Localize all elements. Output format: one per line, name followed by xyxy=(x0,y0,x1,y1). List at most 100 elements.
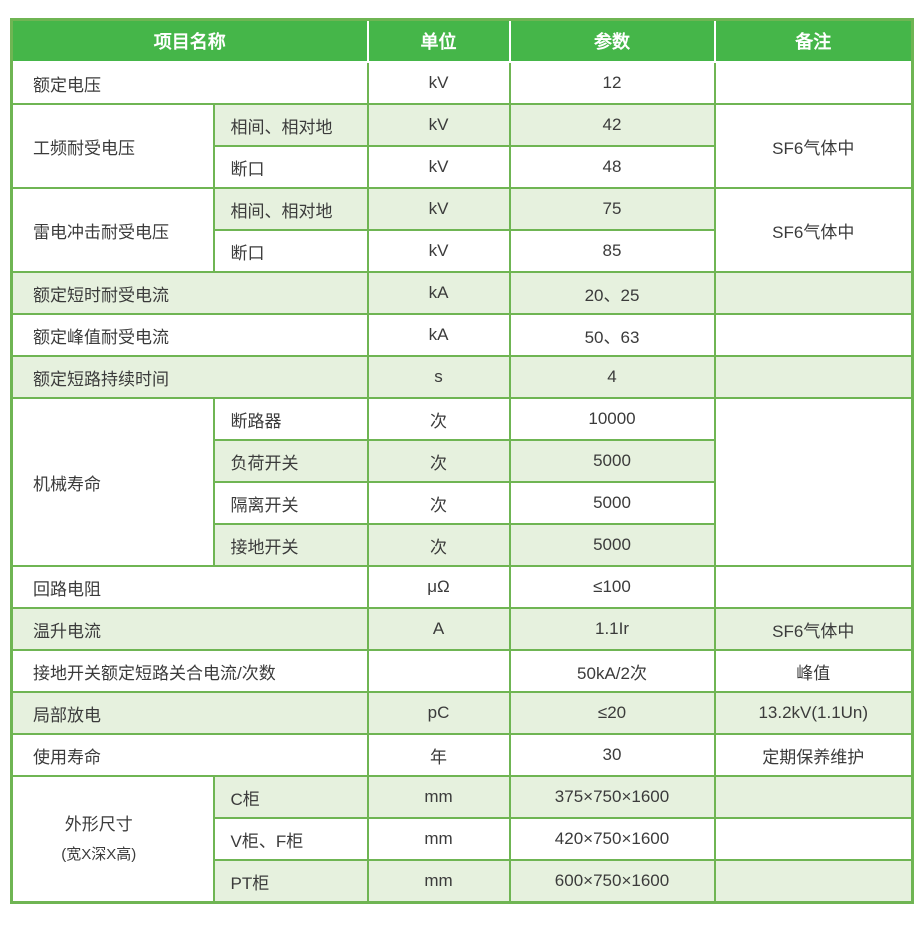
cell-remark: 13.2kV(1.1Un) xyxy=(713,691,914,735)
cell-item: 额定峰值耐受电流 xyxy=(10,313,369,357)
cell-sub: V柜、F柜 xyxy=(212,817,369,861)
table-row: 外形尺寸 (宽X深X高) C柜 mm 375×750×1600 xyxy=(10,775,914,904)
cell-unit: kV xyxy=(366,61,511,105)
cell-unit: 次 xyxy=(366,523,511,567)
cell-remark xyxy=(713,817,914,861)
cell-remark xyxy=(713,859,914,904)
cell-param: 420×750×1600 xyxy=(508,817,716,861)
cell-param: 600×750×1600 xyxy=(508,859,716,904)
table-row: 额定短时耐受电流 kA 20、25 xyxy=(10,271,914,315)
cell-param: 50kA/2次 xyxy=(508,649,716,693)
cell-remark: 定期保养维护 xyxy=(713,733,914,777)
cell-param: 30 xyxy=(508,733,716,777)
table-row: 使用寿命年 30 定期保养维护 xyxy=(10,733,914,777)
table-row: PT柜 mm 600×750×1600 xyxy=(12,859,914,904)
cell-unit: kV xyxy=(366,229,511,273)
cell-item: 额定电压 xyxy=(10,61,369,105)
cell-item: 雷电冲击耐受电压 xyxy=(10,187,215,273)
table-row: V柜、F柜 mm 420×750×1600 xyxy=(12,817,914,861)
table-row: 接地开关额定短路关合电流/次数 50kA/2次 峰值 xyxy=(10,649,914,693)
cell-unit xyxy=(366,649,511,693)
cell-remark xyxy=(713,271,914,315)
cell-item: 工频耐受电压 xyxy=(10,103,215,189)
cell-param: 1.1Ir xyxy=(508,607,716,651)
table-row: 工频耐受电压 相间、相对地 kV 42 SF6气体中 xyxy=(10,103,914,189)
cell-unit: mm xyxy=(366,859,511,904)
cell-param: 10000 xyxy=(508,397,716,441)
cell-sub: 断口 xyxy=(212,145,369,189)
cell-param: 85 xyxy=(508,229,716,273)
cell-unit: 次 xyxy=(366,397,511,441)
cell-item: 接地开关额定短路关合电流/次数 xyxy=(10,649,369,693)
cell-item: 额定短路持续时间 xyxy=(10,355,369,399)
table-row: 隔离开关次 5000 xyxy=(12,481,913,525)
cell-param: 5000 xyxy=(508,439,716,483)
cell-sub: 断口 xyxy=(212,229,369,273)
cell-unit: kA xyxy=(366,313,511,357)
cell-param: 5000 xyxy=(508,523,716,567)
col-header-remark: 备注 xyxy=(713,18,914,63)
cell-param: 12 xyxy=(508,61,716,105)
cell-remark: SF6气体中 xyxy=(713,607,914,651)
cell-item: 回路电阻 xyxy=(10,565,369,609)
table-row: 断口 kV 85 xyxy=(12,229,913,273)
cell-param: 4 xyxy=(508,355,716,399)
table-row: 负荷开关次 5000 xyxy=(12,439,913,483)
cell-sub: 相间、相对地 xyxy=(212,187,369,231)
cell-sub: 接地开关 xyxy=(212,523,369,567)
table-row: 局部放电 pC ≤20 13.2kV(1.1Un) xyxy=(10,691,914,735)
cell-remark: SF6气体中 xyxy=(713,103,914,189)
cell-remark xyxy=(713,313,914,357)
table-row: 回路电阻 μΩ ≤100 xyxy=(10,565,914,609)
cell-param: 48 xyxy=(508,145,716,189)
cell-sub: 负荷开关 xyxy=(212,439,369,483)
spec-table: 项目名称 单位 参数 备注 额定电压 kV 12 工频耐受电压 相间、相对地 kV 42 SF… xyxy=(10,18,914,904)
table-row: 温升电流 A 1.1Ir SF6气体中 xyxy=(10,607,914,651)
cell-unit: kV xyxy=(366,187,511,231)
cell-unit: mm xyxy=(366,817,511,861)
cell-item: 局部放电 xyxy=(10,691,369,735)
cell-param: 20、25 xyxy=(508,271,716,315)
cell-remark xyxy=(713,61,914,105)
cell-remark: 峰值 xyxy=(713,649,914,693)
table-row: 额定短路持续时间 s 4 xyxy=(10,355,914,399)
table-row: 接地开关次 5000 xyxy=(12,523,913,567)
cell-param: 42 xyxy=(508,103,716,147)
cell-remark xyxy=(713,355,914,399)
table-row: 额定峰值耐受电流 kA 50、63 xyxy=(10,313,914,357)
cell-item: 机械寿命 xyxy=(10,397,215,567)
cell-param: 50、63 xyxy=(508,313,716,357)
cell-param: ≤20 xyxy=(508,691,716,735)
cell-unit: 次 xyxy=(366,439,511,483)
cell-unit: mm xyxy=(366,775,511,819)
cell-remark xyxy=(713,397,914,567)
cell-sub: 断路器 xyxy=(212,397,369,441)
cell-unit: μΩ xyxy=(366,565,511,609)
cell-sub: C柜 xyxy=(212,775,369,819)
cell-param: 375×750×1600 xyxy=(508,775,716,819)
cell-unit: s xyxy=(366,355,511,399)
cell-unit: kV xyxy=(366,145,511,189)
cell-remark: SF6气体中 xyxy=(713,187,914,273)
cell-remark xyxy=(713,565,914,609)
cell-sub: PT柜 xyxy=(212,859,369,904)
header-row: 项目名称 单位 参数 备注 xyxy=(10,18,914,63)
cell-unit: kV xyxy=(366,103,511,147)
cell-unit: kA xyxy=(366,271,511,315)
cell-sub: 隔离开关 xyxy=(212,481,369,525)
cell-unit: 次 xyxy=(366,481,511,525)
cell-item: 温升电流 xyxy=(10,607,369,651)
cell-unit: 年 xyxy=(366,733,511,777)
cell-param: ≤100 xyxy=(508,565,716,609)
col-header-param: 参数 xyxy=(508,18,716,63)
cell-remark xyxy=(713,775,914,819)
cell-item: 使用寿命 xyxy=(10,733,369,777)
col-header-item-name: 项目名称 xyxy=(10,18,369,63)
cell-sub: 相间、相对地 xyxy=(212,103,369,147)
col-header-unit: 单位 xyxy=(366,18,511,63)
cell-unit: pC xyxy=(366,691,511,735)
cell-param: 75 xyxy=(508,187,716,231)
table-row: 断口 kV 48 xyxy=(12,145,913,189)
table-row: 雷电冲击耐受电压 相间、相对地 kV 75 SF6气体中 xyxy=(10,187,914,273)
